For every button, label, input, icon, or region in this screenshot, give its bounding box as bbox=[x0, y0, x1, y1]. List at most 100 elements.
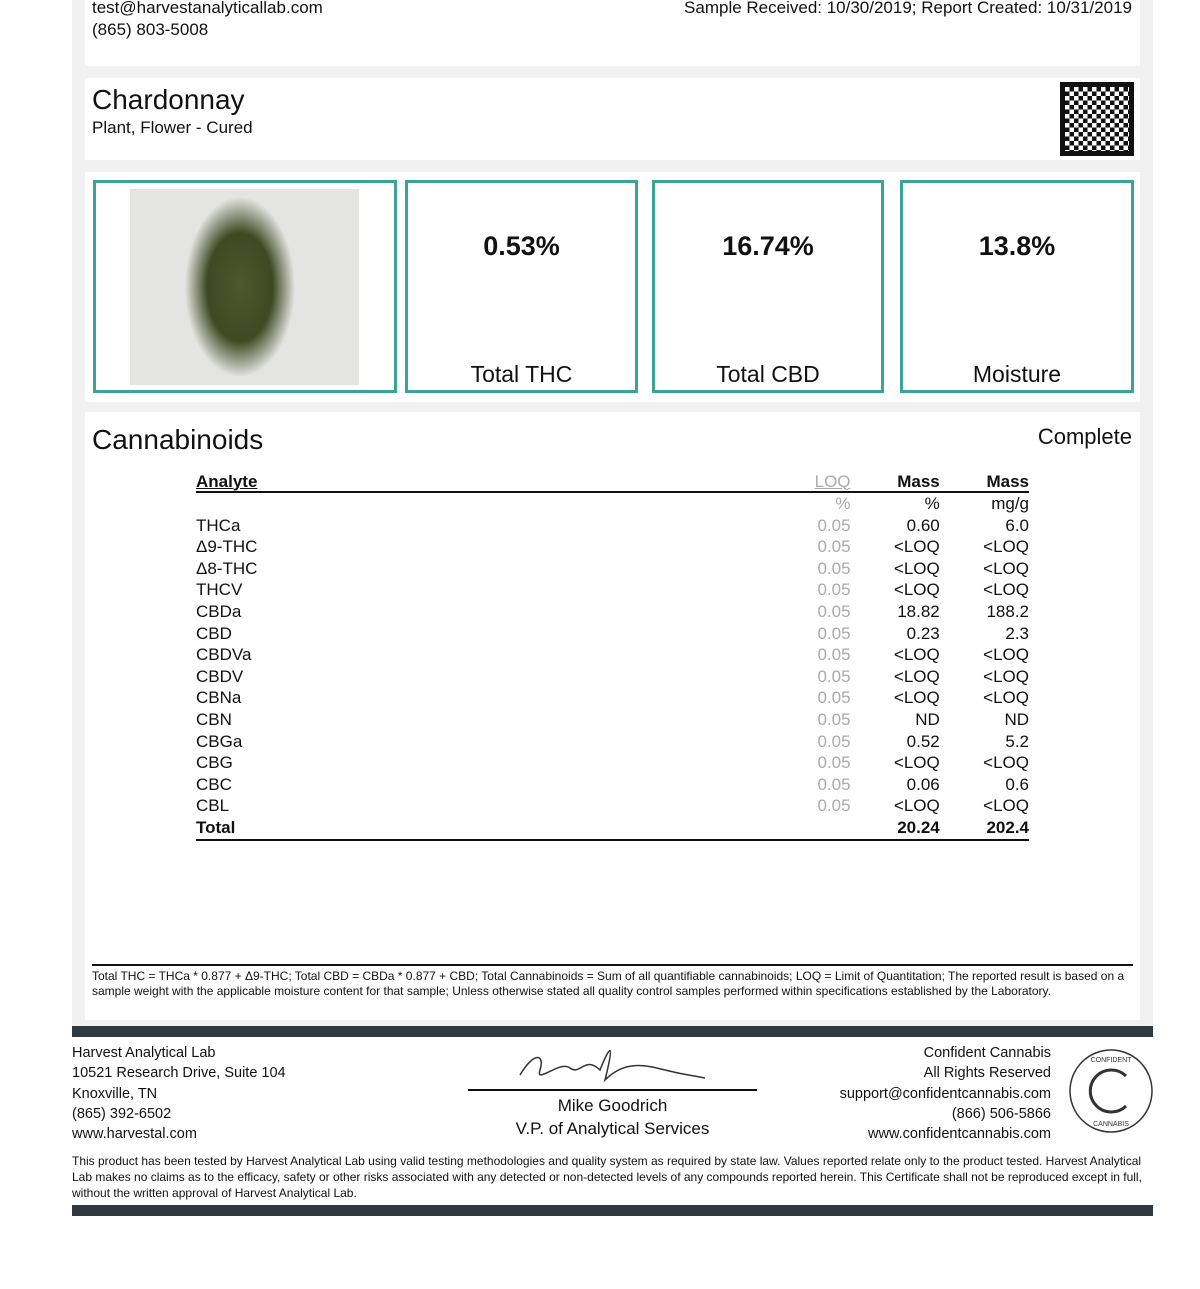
loq-value: 0.05 bbox=[817, 709, 851, 729]
header-panel: test@harvestanalyticallab.com (865) 803-… bbox=[85, 0, 1140, 66]
moisture-card: 13.8% Moisture bbox=[900, 180, 1134, 393]
cannabinoids-table: Analyte LOQ Mass Mass %% mg/g THCa 0.05 0.60 6.… bbox=[196, 472, 1029, 841]
qr-code[interactable] bbox=[1060, 82, 1134, 156]
table-row: Δ8-THC 0.05 <LOQ <LOQ bbox=[196, 558, 1029, 580]
provider-email[interactable]: support@confidentcannabis.com bbox=[839, 1085, 1051, 1102]
mass-mgg: 5.2 bbox=[1005, 731, 1029, 751]
sample-type: Plant, Flower - Cured bbox=[92, 118, 253, 137]
table-row: CBDVa 0.05 <LOQ <LOQ bbox=[196, 644, 1029, 666]
mass-pct: 0.23 bbox=[906, 623, 940, 643]
mass-pct: <LOQ bbox=[893, 580, 940, 600]
sample-panel: Chardonnay Plant, Flower - Cured bbox=[85, 78, 1140, 160]
loq-value: 0.05 bbox=[817, 774, 851, 794]
moisture-label: Moisture bbox=[972, 361, 1062, 387]
lab-info: Harvest Analytical Lab 10521 Research Dr… bbox=[72, 1043, 286, 1144]
loq-value: 0.05 bbox=[817, 731, 851, 751]
analyte-name: THCa bbox=[196, 515, 241, 535]
signer-title: V.P. of Analytical Services bbox=[515, 1119, 710, 1138]
analyte-name: CBGa bbox=[196, 731, 243, 751]
lab-phone: (865) 803-5008 bbox=[92, 20, 209, 39]
table-row: CBL 0.05 <LOQ <LOQ bbox=[196, 795, 1029, 817]
sample-photo-card bbox=[93, 180, 397, 393]
total-cbd-label: Total CBD bbox=[716, 361, 820, 387]
mass-mgg: 2.3 bbox=[1005, 623, 1029, 643]
mass-pct: <LOQ bbox=[893, 666, 940, 686]
mass-mgg: <LOQ bbox=[983, 580, 1029, 600]
sample-name: Chardonnay bbox=[92, 84, 245, 115]
cannabinoids-panel: Cannabinoids Complete Total THC = THCa *… bbox=[85, 412, 1140, 1020]
loq-value: 0.05 bbox=[817, 580, 851, 600]
lab-website[interactable]: www.harvestal.com bbox=[72, 1126, 197, 1143]
table-row: CBGa 0.05 0.52 5.2 bbox=[196, 731, 1029, 753]
lab-city: Knoxville, TN bbox=[72, 1085, 158, 1102]
total-cbd-value: 16.74% bbox=[722, 231, 814, 261]
mass-mgg: <LOQ bbox=[983, 645, 1029, 665]
table-row: THCa 0.05 0.60 6.0 bbox=[196, 515, 1029, 537]
col-mass-pct: Mass bbox=[850, 472, 940, 493]
mass-pct: <LOQ bbox=[893, 645, 940, 665]
mass-pct: <LOQ bbox=[893, 537, 940, 557]
mass-mgg: <LOQ bbox=[983, 753, 1029, 773]
svg-text:CANNABIS: CANNABIS bbox=[1093, 1121, 1129, 1128]
analyte-name: CBD bbox=[196, 623, 232, 643]
status-label: Complete bbox=[1037, 424, 1132, 449]
mass-pct: 0.52 bbox=[906, 731, 940, 751]
loq-value: 0.05 bbox=[817, 558, 851, 578]
confident-cannabis-logo: CONFIDENT CANNABIS bbox=[1069, 1049, 1153, 1133]
analyte-name: CBNa bbox=[196, 688, 242, 708]
analyte-name: CBL bbox=[196, 796, 230, 816]
loq-value: 0.05 bbox=[817, 645, 851, 665]
unit-loq: % bbox=[835, 494, 851, 513]
analyte-name: Δ8-THC bbox=[196, 558, 258, 578]
analyte-name: CBDV bbox=[196, 666, 244, 686]
disclaimer: This product has been tested by Harvest … bbox=[72, 1154, 1142, 1200]
mass-mgg: <LOQ bbox=[983, 537, 1029, 557]
mass-pct: <LOQ bbox=[893, 796, 940, 816]
mass-pct: 0.06 bbox=[906, 774, 940, 794]
loq-value: 0.05 bbox=[817, 666, 851, 686]
mass-pct: 18.82 bbox=[897, 601, 940, 621]
analyte-name: THCV bbox=[196, 580, 243, 600]
table-row: CBNa 0.05 <LOQ <LOQ bbox=[196, 687, 1029, 709]
signer-name: Mike Goodrich bbox=[557, 1096, 668, 1115]
lab-address: 10521 Research Drive, Suite 104 bbox=[72, 1065, 286, 1082]
total-pct: 20.24 bbox=[850, 816, 940, 841]
mass-mgg: ND bbox=[1004, 709, 1029, 729]
loq-value: 0.05 bbox=[817, 796, 851, 816]
mass-mgg: 188.2 bbox=[986, 601, 1029, 621]
total-thc-card: 0.53% Total THC bbox=[405, 180, 638, 393]
provider-name: Confident Cannabis bbox=[923, 1045, 1051, 1061]
mass-pct: 0.60 bbox=[906, 515, 940, 535]
analyte-name: Δ9-THC bbox=[196, 537, 258, 557]
analyte-name: CBN bbox=[196, 709, 232, 729]
lab-phone-footer: (865) 392-6502 bbox=[72, 1105, 172, 1122]
col-mass-mgg: Mass bbox=[939, 472, 1029, 493]
footer-top-bar bbox=[72, 1026, 1153, 1037]
mass-mgg: <LOQ bbox=[983, 688, 1029, 708]
units-row: %% mg/g bbox=[196, 492, 1029, 515]
mass-pct: <LOQ bbox=[893, 753, 940, 773]
loq-value: 0.05 bbox=[817, 688, 851, 708]
unit-pct: % bbox=[924, 494, 940, 513]
analyte-name: CBDVa bbox=[196, 645, 252, 665]
total-mgg: 202.4 bbox=[939, 816, 1029, 841]
table-row: THCV 0.05 <LOQ <LOQ bbox=[196, 579, 1029, 601]
mass-mgg: <LOQ bbox=[983, 796, 1029, 816]
analyte-name: CBDa bbox=[196, 601, 242, 621]
analyte-name: CBC bbox=[196, 774, 232, 794]
total-thc-label: Total THC bbox=[470, 361, 573, 387]
lab-name: Harvest Analytical Lab bbox=[72, 1045, 216, 1061]
table-row: Δ9-THC 0.05 <LOQ <LOQ bbox=[196, 536, 1029, 558]
table-row: CBN 0.05 ND ND bbox=[196, 709, 1029, 731]
provider-website[interactable]: www.confidentcannabis.com bbox=[868, 1126, 1051, 1143]
footnote: Total THC = THCa * 0.877 + Δ9-THC; Total… bbox=[92, 964, 1133, 999]
table-row: CBC 0.05 0.06 0.6 bbox=[196, 774, 1029, 796]
mass-pct: ND bbox=[915, 709, 940, 729]
unit-mgg: mg/g bbox=[991, 494, 1029, 513]
table-row: CBDV 0.05 <LOQ <LOQ bbox=[196, 666, 1029, 688]
total-cbd-card: 16.74% Total CBD bbox=[652, 180, 884, 393]
loq-value: 0.05 bbox=[817, 753, 851, 773]
loq-value: 0.05 bbox=[817, 601, 851, 621]
mass-mgg: <LOQ bbox=[983, 666, 1029, 686]
total-thc-value: 0.53% bbox=[483, 231, 560, 261]
